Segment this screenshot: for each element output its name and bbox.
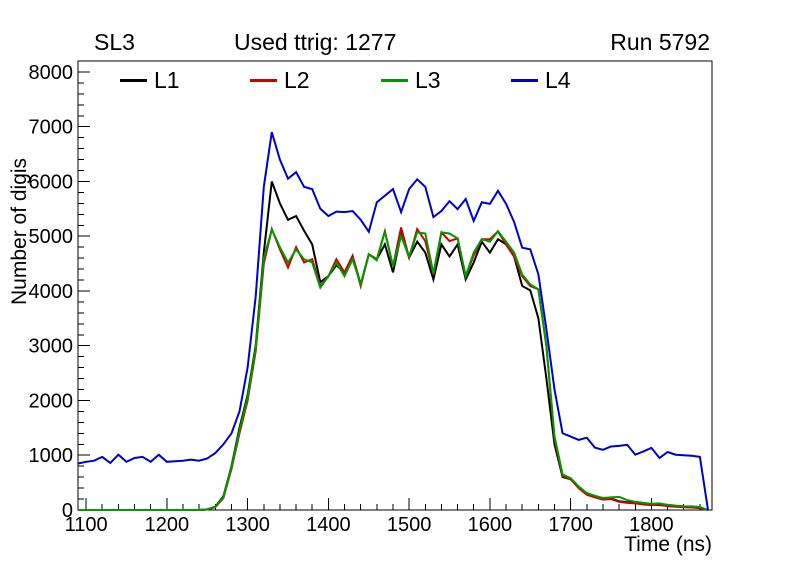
y-tick-label: 1000 xyxy=(29,445,74,467)
x-tick-label: 1500 xyxy=(387,514,432,536)
x-tick-label: 1700 xyxy=(548,514,593,536)
y-tick-label: 2000 xyxy=(29,390,74,412)
x-tick-label: 1400 xyxy=(306,514,351,536)
x-axis-title: Time (ns) xyxy=(624,533,712,556)
y-tick-label: 5000 xyxy=(29,226,74,248)
run-number-label: Run 5792 xyxy=(610,29,710,55)
x-tick-label: 1800 xyxy=(629,514,674,536)
y-tick-label: 8000 xyxy=(29,62,74,84)
x-tick-label: 1600 xyxy=(468,514,513,536)
y-tick-label: 4000 xyxy=(29,281,74,303)
y-tick-label: 7000 xyxy=(29,117,74,139)
chamber-title: SL3 xyxy=(94,29,135,55)
y-tick-label: 6000 xyxy=(29,171,74,193)
x-tick-label: 1100 xyxy=(65,514,108,536)
y-tick-label: 3000 xyxy=(29,336,74,358)
y-axis-title: Number of digis xyxy=(8,157,31,305)
plot-frame xyxy=(77,60,713,511)
series-line-l3 xyxy=(78,226,709,511)
x-tick-label: 1300 xyxy=(225,514,270,536)
series-line-l4 xyxy=(77,131,709,511)
y-tick-label: 0 xyxy=(62,500,73,522)
page-title: Used ttrig: 1277 xyxy=(234,29,397,55)
x-tick-label: 1200 xyxy=(145,514,190,536)
